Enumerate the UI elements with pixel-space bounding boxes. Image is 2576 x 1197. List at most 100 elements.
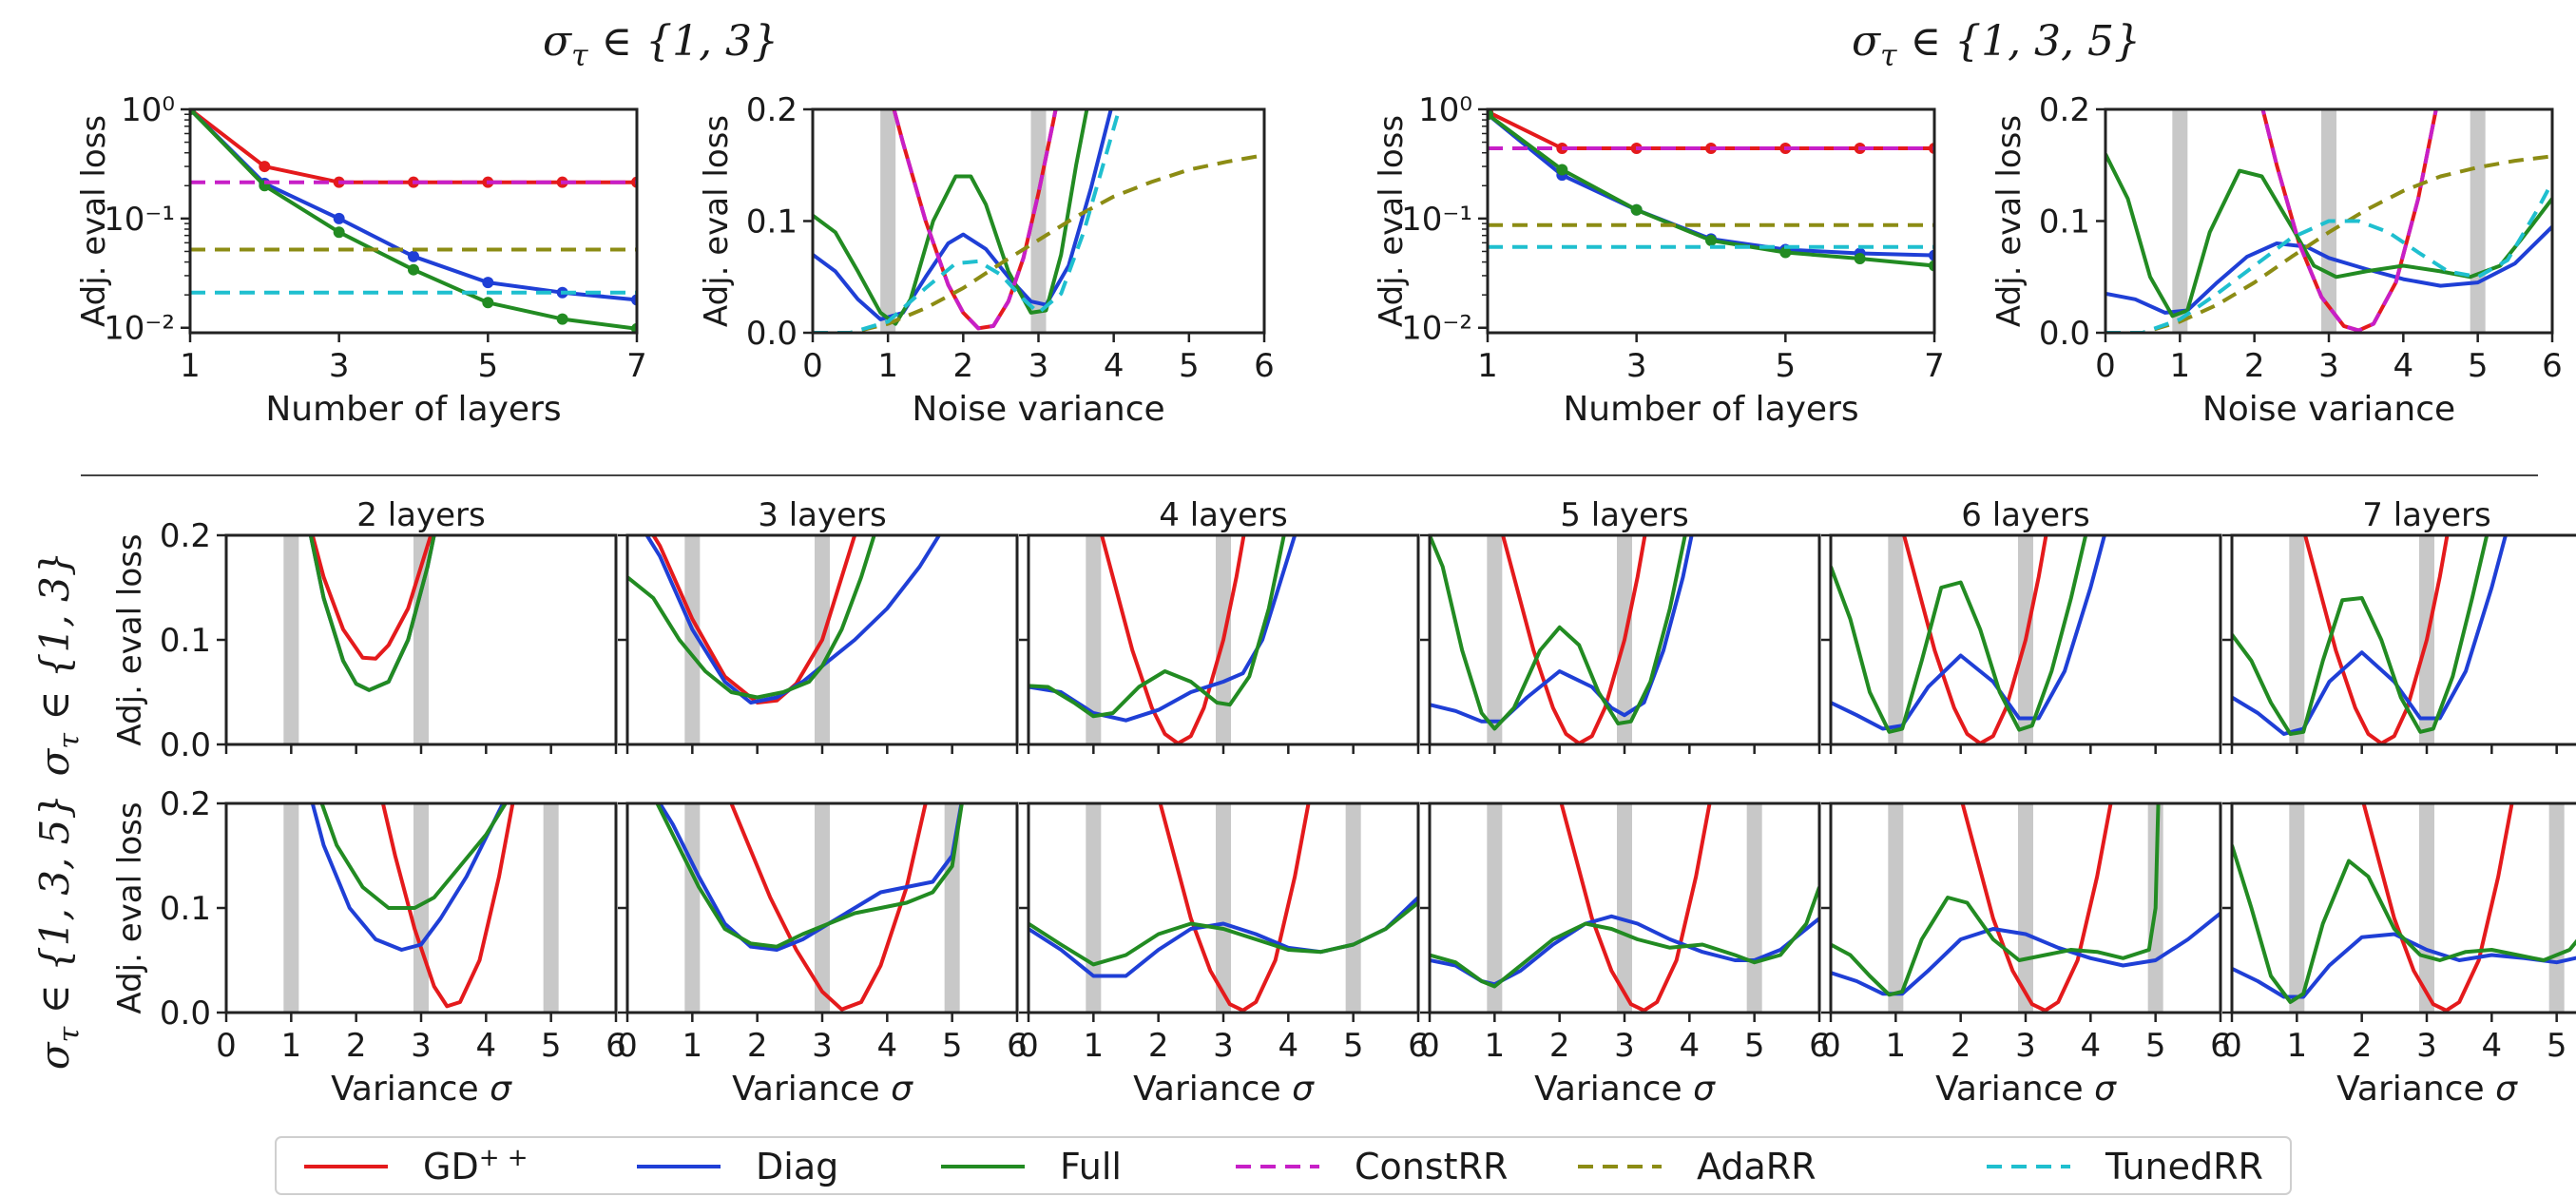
- x-tick-label: 3: [1614, 1027, 1635, 1065]
- x-tick-label: 5: [1776, 347, 1797, 385]
- x-tick-label: 3: [329, 347, 350, 385]
- x-tick-label: 5: [2145, 1027, 2166, 1065]
- chart-grid-135-2: 0 1 2 3 4 5 6 0.0 0.1 0.2 Variance σ Adj. eval loss…: [31, 785, 626, 1109]
- x-tick-label: 0: [1419, 1027, 1440, 1065]
- series-full: [1831, 535, 2088, 734]
- x-tick-label: 0: [2095, 347, 2116, 385]
- point-full: [556, 313, 568, 325]
- band-sigma-3: [815, 803, 830, 1013]
- band-sigma-5: [543, 803, 559, 1013]
- y-tick-label: 0.0: [160, 726, 211, 764]
- series-full: [308, 535, 436, 692]
- x-tick-label: 6: [2210, 1027, 2231, 1065]
- x-tick-label: 5: [1744, 1027, 1765, 1065]
- legend-label-full: Full: [1060, 1146, 1122, 1187]
- point-full: [408, 263, 419, 276]
- series-diag: [657, 803, 964, 952]
- chart-top-layers-13: 1 3 5 7 10⁻² 10⁻¹ 10⁰ Number of layers Adj. eval…: [75, 17, 779, 429]
- series-constrr: [2260, 109, 2438, 333]
- point-full: [333, 226, 345, 239]
- chart-top-noise-13: 0 1 2 3 4 5 6 0.0 0.1 0.2 Noise variance Adj. eval …: [698, 91, 1275, 429]
- x-tick-label: 3: [1213, 1027, 1234, 1065]
- x-tick-label: 4: [1104, 347, 1125, 385]
- series-gdpppp: [729, 803, 928, 1012]
- x-tick-label: 1: [281, 1027, 302, 1065]
- point-diag: [482, 277, 494, 289]
- y-tick-label: 0.2: [160, 517, 211, 555]
- panel-title: 2 layers: [356, 496, 485, 534]
- x-axis-label: Number of layers: [1563, 390, 1858, 429]
- legend-label-tunedrr: TunedRR: [2105, 1146, 2263, 1187]
- x-tick-label: 2: [1549, 1027, 1570, 1065]
- x-tick-label: 1: [2170, 347, 2191, 385]
- chart-grid-13-4: 4 layers: [1019, 496, 1420, 754]
- x-tick-label: 1: [2287, 1027, 2308, 1065]
- y-tick-label: 0.2: [160, 785, 211, 823]
- band-sigma-1: [1888, 535, 1904, 744]
- y-tick-label: 0.0: [2039, 315, 2090, 353]
- x-axis-label: Variance σ: [1133, 1070, 1315, 1109]
- y-tick-label: 0.1: [746, 203, 798, 241]
- x-tick-label: 6: [606, 1027, 626, 1065]
- chart-grid-13-6: 6 layers: [1821, 496, 2222, 754]
- x-tick-label: 3: [812, 1027, 833, 1065]
- chart-grid-13-3: 3 layers: [618, 496, 1019, 754]
- x-tick-label: 4: [2393, 347, 2414, 385]
- x-tick-label: 5: [478, 347, 499, 385]
- x-tick-label: 3: [2015, 1027, 2036, 1065]
- legend-label-constrr: ConstRR: [1355, 1146, 1508, 1187]
- x-tick-label: 2: [346, 1027, 367, 1065]
- group-title: στ ∈ {1, 3, 5}: [1852, 17, 2141, 73]
- y-tick-label: 0.1: [160, 622, 211, 660]
- y-tick-label: 10⁻²: [1401, 310, 1472, 348]
- x-tick-label: 5: [1179, 347, 1200, 385]
- chart-grid-13-2: 0.0 0.1 0.2 Adj. eval loss 2 layers στ ∈ {1, …: [31, 496, 618, 776]
- band-sigma-1: [1487, 535, 1503, 744]
- y-tick-label: 10⁰: [1418, 91, 1472, 129]
- series-adarr: [2105, 154, 2552, 333]
- y-tick-label: 0.2: [746, 91, 798, 129]
- x-tick-label: 1: [1084, 1027, 1105, 1065]
- band-sigma-3: [1617, 803, 1632, 1013]
- band-sigma-5: [1345, 803, 1361, 1013]
- band-sigma-5: [944, 803, 960, 1013]
- x-axis-label: Variance σ: [1935, 1070, 2117, 1109]
- x-tick-label: 6: [1809, 1027, 1830, 1065]
- series-gdpppp: [650, 535, 857, 705]
- legend-label-gdpppp: GD+ +: [423, 1144, 529, 1187]
- point-diag: [408, 250, 419, 262]
- x-tick-label: 4: [1278, 1027, 1299, 1065]
- point-full: [482, 297, 494, 309]
- y-axis-label: Adj. eval loss: [75, 115, 113, 327]
- x-tick-label: 0: [1018, 1027, 1039, 1065]
- x-axis-label: Number of layers: [265, 390, 561, 429]
- chart-grid-135-4: 0 1 2 3 4 5 6 Variance σ: [1018, 801, 1429, 1109]
- series-gdpppp: [2361, 803, 2514, 1013]
- series-gdpppp: [2260, 109, 2438, 333]
- point-gdpppp: [259, 161, 271, 173]
- row-label: στ ∈ {1, 3, 5}: [31, 794, 87, 1070]
- band-sigma-3: [1030, 109, 1047, 333]
- series-gdpppp: [1559, 803, 1712, 1013]
- series-full: [319, 803, 509, 910]
- group-title: στ ∈ {1, 3}: [543, 17, 779, 73]
- y-tick-label: 0.1: [160, 890, 211, 928]
- axes-frame: [188, 107, 639, 335]
- x-tick-label: 6: [1254, 347, 1275, 385]
- x-tick-label: 2: [2352, 1027, 2373, 1065]
- x-tick-label: 7: [626, 347, 647, 385]
- x-tick-label: 3: [1028, 347, 1049, 385]
- series-tunedrr: [2105, 181, 2552, 333]
- series-full: [1430, 886, 1819, 989]
- y-tick-label: 0.1: [2039, 203, 2090, 241]
- axes-frame: [1486, 107, 1936, 335]
- series-full: [813, 109, 1089, 326]
- series-full: [2232, 844, 2576, 1004]
- point-full: [1556, 164, 1568, 176]
- x-tick-label: 0: [1820, 1027, 1841, 1065]
- band-sigma-5: [2470, 109, 2486, 333]
- x-tick-label: 0: [617, 1027, 638, 1065]
- series-gdpppp: [1960, 803, 2113, 1013]
- x-tick-label: 1: [180, 347, 201, 385]
